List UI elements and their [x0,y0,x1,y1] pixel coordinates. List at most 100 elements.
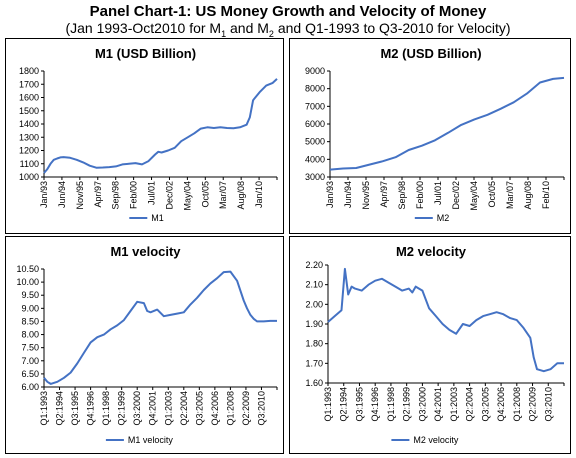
y-tick-label: 1100 [20,159,39,169]
x-tick-label: Q3:2000 [417,387,427,422]
subtitle-part-1: (Jan 1993-Oct2010 for M [65,20,222,36]
x-tick-label: Q3:2005 [194,391,204,426]
y-tick-label: 8.50 [21,316,39,326]
y-tick-label: 1300 [19,132,39,142]
y-tick-label: 8000 [305,84,325,94]
chart-title: M2 (USD Billion) [380,46,481,61]
x-tick-label: Q2:1999 [402,387,412,422]
x-tick-label: Q2:2009 [241,391,251,426]
y-tick-label: 10.50 [16,264,39,274]
y-tick-label: 1700 [19,79,39,89]
y-tick-label: 8.00 [21,330,39,340]
x-tick-label: Q4:2006 [496,387,506,422]
page-subtitle: (Jan 1993-Oct2010 for M1 and M2 and Q1-1… [0,20,576,39]
y-tick-label: 7000 [305,101,325,111]
subtitle-subscript-1: 1 [221,28,227,39]
subtitle-part-3: and Q1-1993 to Q3-2010 for Velocity) [273,20,511,36]
y-tick-label: 7.00 [21,356,39,366]
x-tick-label: Q3:2000 [132,391,142,426]
x-tick-label: Aug/08 [236,181,246,210]
x-tick-label: Oct/05 [200,181,210,208]
y-tick-label: 1000 [19,172,39,182]
x-tick-label: Q3:2010 [543,387,553,422]
x-tick-label: Q2:2004 [179,391,189,426]
y-tick-label: 1800 [19,66,39,76]
y-tick-label: 9.50 [21,290,39,300]
x-tick-label: Q1:1998 [386,387,396,422]
legend-label: M2 velocity [413,435,459,445]
y-tick-label: 1600 [19,93,39,103]
subtitle-subscript-2: 2 [268,28,274,39]
x-tick-label: Nov/95 [75,181,85,210]
m1-chart: M1 (USD Billion) 1000 1100 1200 1300 1400 1500… [19,46,278,223]
x-tick-label: Q4:1996 [86,391,96,426]
chart-title: M2 velocity [396,244,467,259]
x-tick-label: Sep/98 [397,181,407,210]
x-tick-label: May/04 [182,181,192,211]
x-tick-label: Dec/02 [451,181,461,210]
x-tick-label: Q3:2005 [480,387,490,422]
y-tick-label: 1.60 [305,378,323,388]
chart-title: M1 (USD Billion) [95,46,196,61]
x-tick-label: Q3:1995 [354,387,364,422]
chart-panel-m1-velocity: M1 velocity 6.00 6.50 7.00 7.50 8.00 8.50 9.00 9… [5,236,284,454]
x-tick-label: Q1:2008 [512,387,522,422]
x-tick-label: Jan/93 [325,181,335,208]
x-tick-label: Jul/01 [433,181,443,205]
x-tick-label: Jun/94 [343,181,353,208]
y-tick-label: 1400 [19,119,39,129]
x-tick-label: Q4:2001 [148,391,158,426]
y-tick-label: 3000 [305,172,325,182]
series-line [329,76,565,171]
x-tick-label: Feb/00 [129,181,139,209]
x-tick-label: Q2:1994 [339,387,349,422]
series-line [43,270,277,385]
x-tick-label: Q3:2010 [256,391,266,426]
x-tick-label: Q2:1994 [55,391,65,426]
x-tick-label: Dec/02 [164,181,174,210]
series-line [327,267,564,373]
x-tick-label: Sep/98 [111,181,121,210]
chart-panel-m2: M2 (USD Billion) 3000 4000 5000 6000 7000 8000… [289,38,571,234]
x-tick-label: Aug/08 [523,181,533,210]
x-tick-label: Mar/07 [505,181,515,209]
x-tick-label: Q1:1993 [39,391,49,426]
x-tick-label: Q1:1998 [101,391,111,426]
y-tick-label: 2.10 [305,280,323,290]
y-tick-label: 6.00 [21,382,39,392]
y-tick-label: 9.00 [21,303,39,313]
x-tick-label: Jan/93 [39,181,49,208]
x-tick-label: Q1:1993 [323,387,333,422]
y-tick-label: 1.80 [305,339,323,349]
m1-velocity-chart: M1 velocity 6.00 6.50 7.00 7.50 8.00 8.50 9.00 9… [16,244,278,445]
series-line [43,78,278,174]
subtitle-part-2: and M [226,20,269,36]
legend-label: M1 velocity [128,435,174,445]
x-tick-label: Q4:2001 [433,387,443,422]
m2-velocity-chart: M2 velocity 1.60 1.70 1.80 1.90 2.00 2.10 2.20 Q… [305,244,565,445]
x-tick-label: Q1:2008 [225,391,235,426]
x-tick-label: Jan/10 [254,181,264,208]
y-tick-label: 1200 [19,146,39,156]
y-tick-label: 1.70 [305,358,323,368]
y-tick-label: 7.50 [21,343,39,353]
y-tick-label: 2.20 [305,260,323,270]
x-tick-label: Q2:1999 [117,391,127,426]
chart-panel-m1: M1 (USD Billion) 1000 1100 1200 1300 1400 1500… [5,38,284,234]
y-tick-label: 2.00 [305,299,323,309]
x-tick-label: Apr/97 [379,181,389,208]
x-tick-label: Q4:2006 [210,391,220,426]
x-tick-label: Q4:1996 [370,387,380,422]
y-tick-label: 6000 [305,119,325,129]
x-tick-label: Q1:2003 [163,391,173,426]
y-tick-label: 5000 [305,137,325,147]
x-tick-label: Feb/00 [415,181,425,209]
y-tick-label: 10.00 [16,277,39,287]
x-tick-label: Oct/05 [487,181,497,208]
chart-panel-m2-velocity: M2 velocity 1.60 1.70 1.80 1.90 2.00 2.10 2.20 Q… [289,236,571,454]
x-tick-label: Nov/95 [361,181,371,210]
x-tick-label: Q1:2003 [449,387,459,422]
y-tick-label: 1500 [19,106,39,116]
legend-label: M2 [437,213,450,223]
x-tick-label: Q2:2004 [465,387,475,422]
